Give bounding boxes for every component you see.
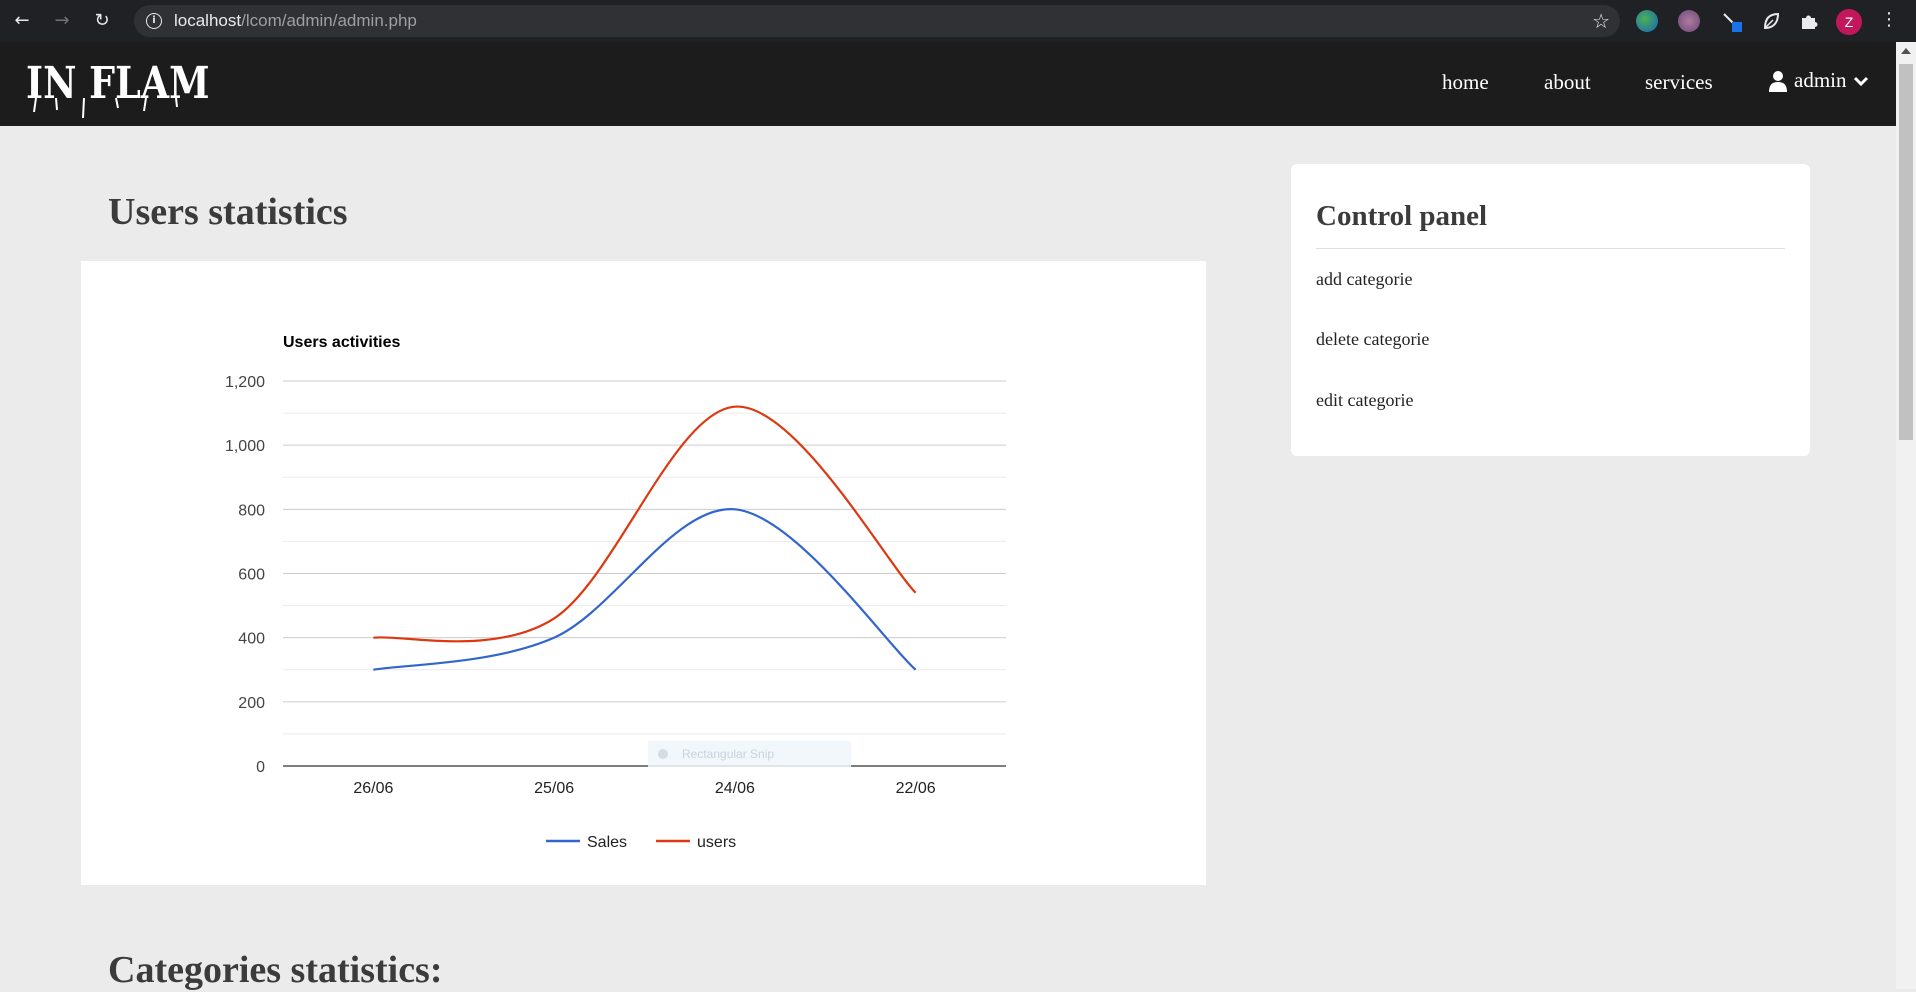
nav-home[interactable]: home: [1442, 70, 1489, 94]
y-tick-label: 1,000: [225, 438, 265, 455]
add-categorie-link[interactable]: add categorie: [1316, 269, 1413, 289]
extensions-puzzle-icon[interactable]: [1798, 10, 1820, 32]
chart-title: Users activities: [283, 334, 401, 351]
panel-divider: [1316, 248, 1785, 249]
forward-icon[interactable]: →: [54, 10, 70, 31]
nav-about[interactable]: about: [1544, 70, 1591, 94]
nav-services[interactable]: services: [1645, 70, 1713, 94]
x-tick-label: 25/06: [534, 780, 574, 797]
legend-label: Sales: [587, 834, 627, 851]
site-info-icon[interactable]: i: [146, 13, 162, 29]
y-tick-label: 400: [238, 631, 265, 648]
x-tick-label: 22/06: [896, 780, 936, 797]
users-statistics-title: Users statistics: [108, 191, 348, 233]
url-host: localhost: [174, 11, 242, 30]
browser-menu-icon[interactable]: ⋮: [1880, 9, 1898, 30]
categories-statistics-title: Categories statistics:: [108, 949, 443, 991]
extension-leaf-icon[interactable]: [1760, 10, 1782, 32]
y-tick-label: 200: [238, 695, 265, 712]
logo-text: IN FLAMES: [26, 57, 210, 109]
series-line-sales: [373, 508, 917, 671]
users-chart-card: 0 200 400 600 800 1,000 1,200 26/06 25/06 24/06 22…: [81, 261, 1206, 885]
y-tick-label: 600: [238, 567, 265, 584]
url-text[interactable]: localhost/lcom/admin/admin.php: [174, 11, 417, 31]
x-tick-label: 24/06: [715, 780, 755, 797]
rectangular-snip-overlay: Rectangular Snip: [648, 741, 851, 767]
control-panel: Control panel add categorie delete categ…: [1291, 164, 1810, 456]
profile-avatar[interactable]: Z: [1836, 9, 1862, 35]
x-tick-label: 26/06: [353, 780, 393, 797]
back-icon[interactable]: ←: [14, 10, 30, 31]
chevron-down-icon: [1853, 76, 1868, 86]
admin-dropdown[interactable]: admin: [1768, 68, 1869, 93]
control-panel-title: Control panel: [1316, 200, 1488, 232]
users-activities-chart: 0 200 400 600 800 1,000 1,200 26/06 25/06 24/06 22…: [225, 334, 1006, 851]
snip-label: Rectangular Snip: [682, 747, 775, 761]
extension-ball-icon[interactable]: [1678, 10, 1700, 32]
browser-toolbar: ← → ↻ i localhost/lcom/admin/admin.php ☆…: [0, 0, 1916, 42]
extension-pen-icon[interactable]: [1720, 10, 1742, 32]
user-icon: [1769, 70, 1787, 92]
delete-categorie-link[interactable]: delete categorie: [1316, 329, 1430, 349]
scroll-up-arrow-icon[interactable]: [1901, 48, 1911, 54]
in-flames-logo[interactable]: IN FLAMES: [26, 52, 210, 120]
y-tick-label: 1,200: [225, 374, 265, 391]
url-path: /lcom/admin/admin.php: [241, 11, 417, 30]
legend-label: users: [697, 834, 736, 851]
address-bar[interactable]: i localhost/lcom/admin/admin.php ☆: [134, 5, 1620, 37]
series-line-users: [373, 405, 917, 643]
scroll-thumb[interactable]: [1899, 64, 1913, 440]
bookmark-star-icon[interactable]: ☆: [1592, 9, 1610, 33]
admin-label: admin: [1794, 68, 1847, 92]
y-tick-label: 800: [238, 502, 265, 519]
page-scrollbar[interactable]: [1896, 42, 1916, 989]
site-navbar: IN FLAMES home about services admin: [0, 42, 1896, 126]
snip-icon: [658, 749, 668, 759]
extension-globe-icon[interactable]: [1636, 10, 1658, 32]
edit-categorie-link[interactable]: edit categorie: [1316, 390, 1414, 410]
reload-icon[interactable]: ↻: [94, 10, 110, 31]
y-tick-label: 0: [256, 759, 265, 776]
